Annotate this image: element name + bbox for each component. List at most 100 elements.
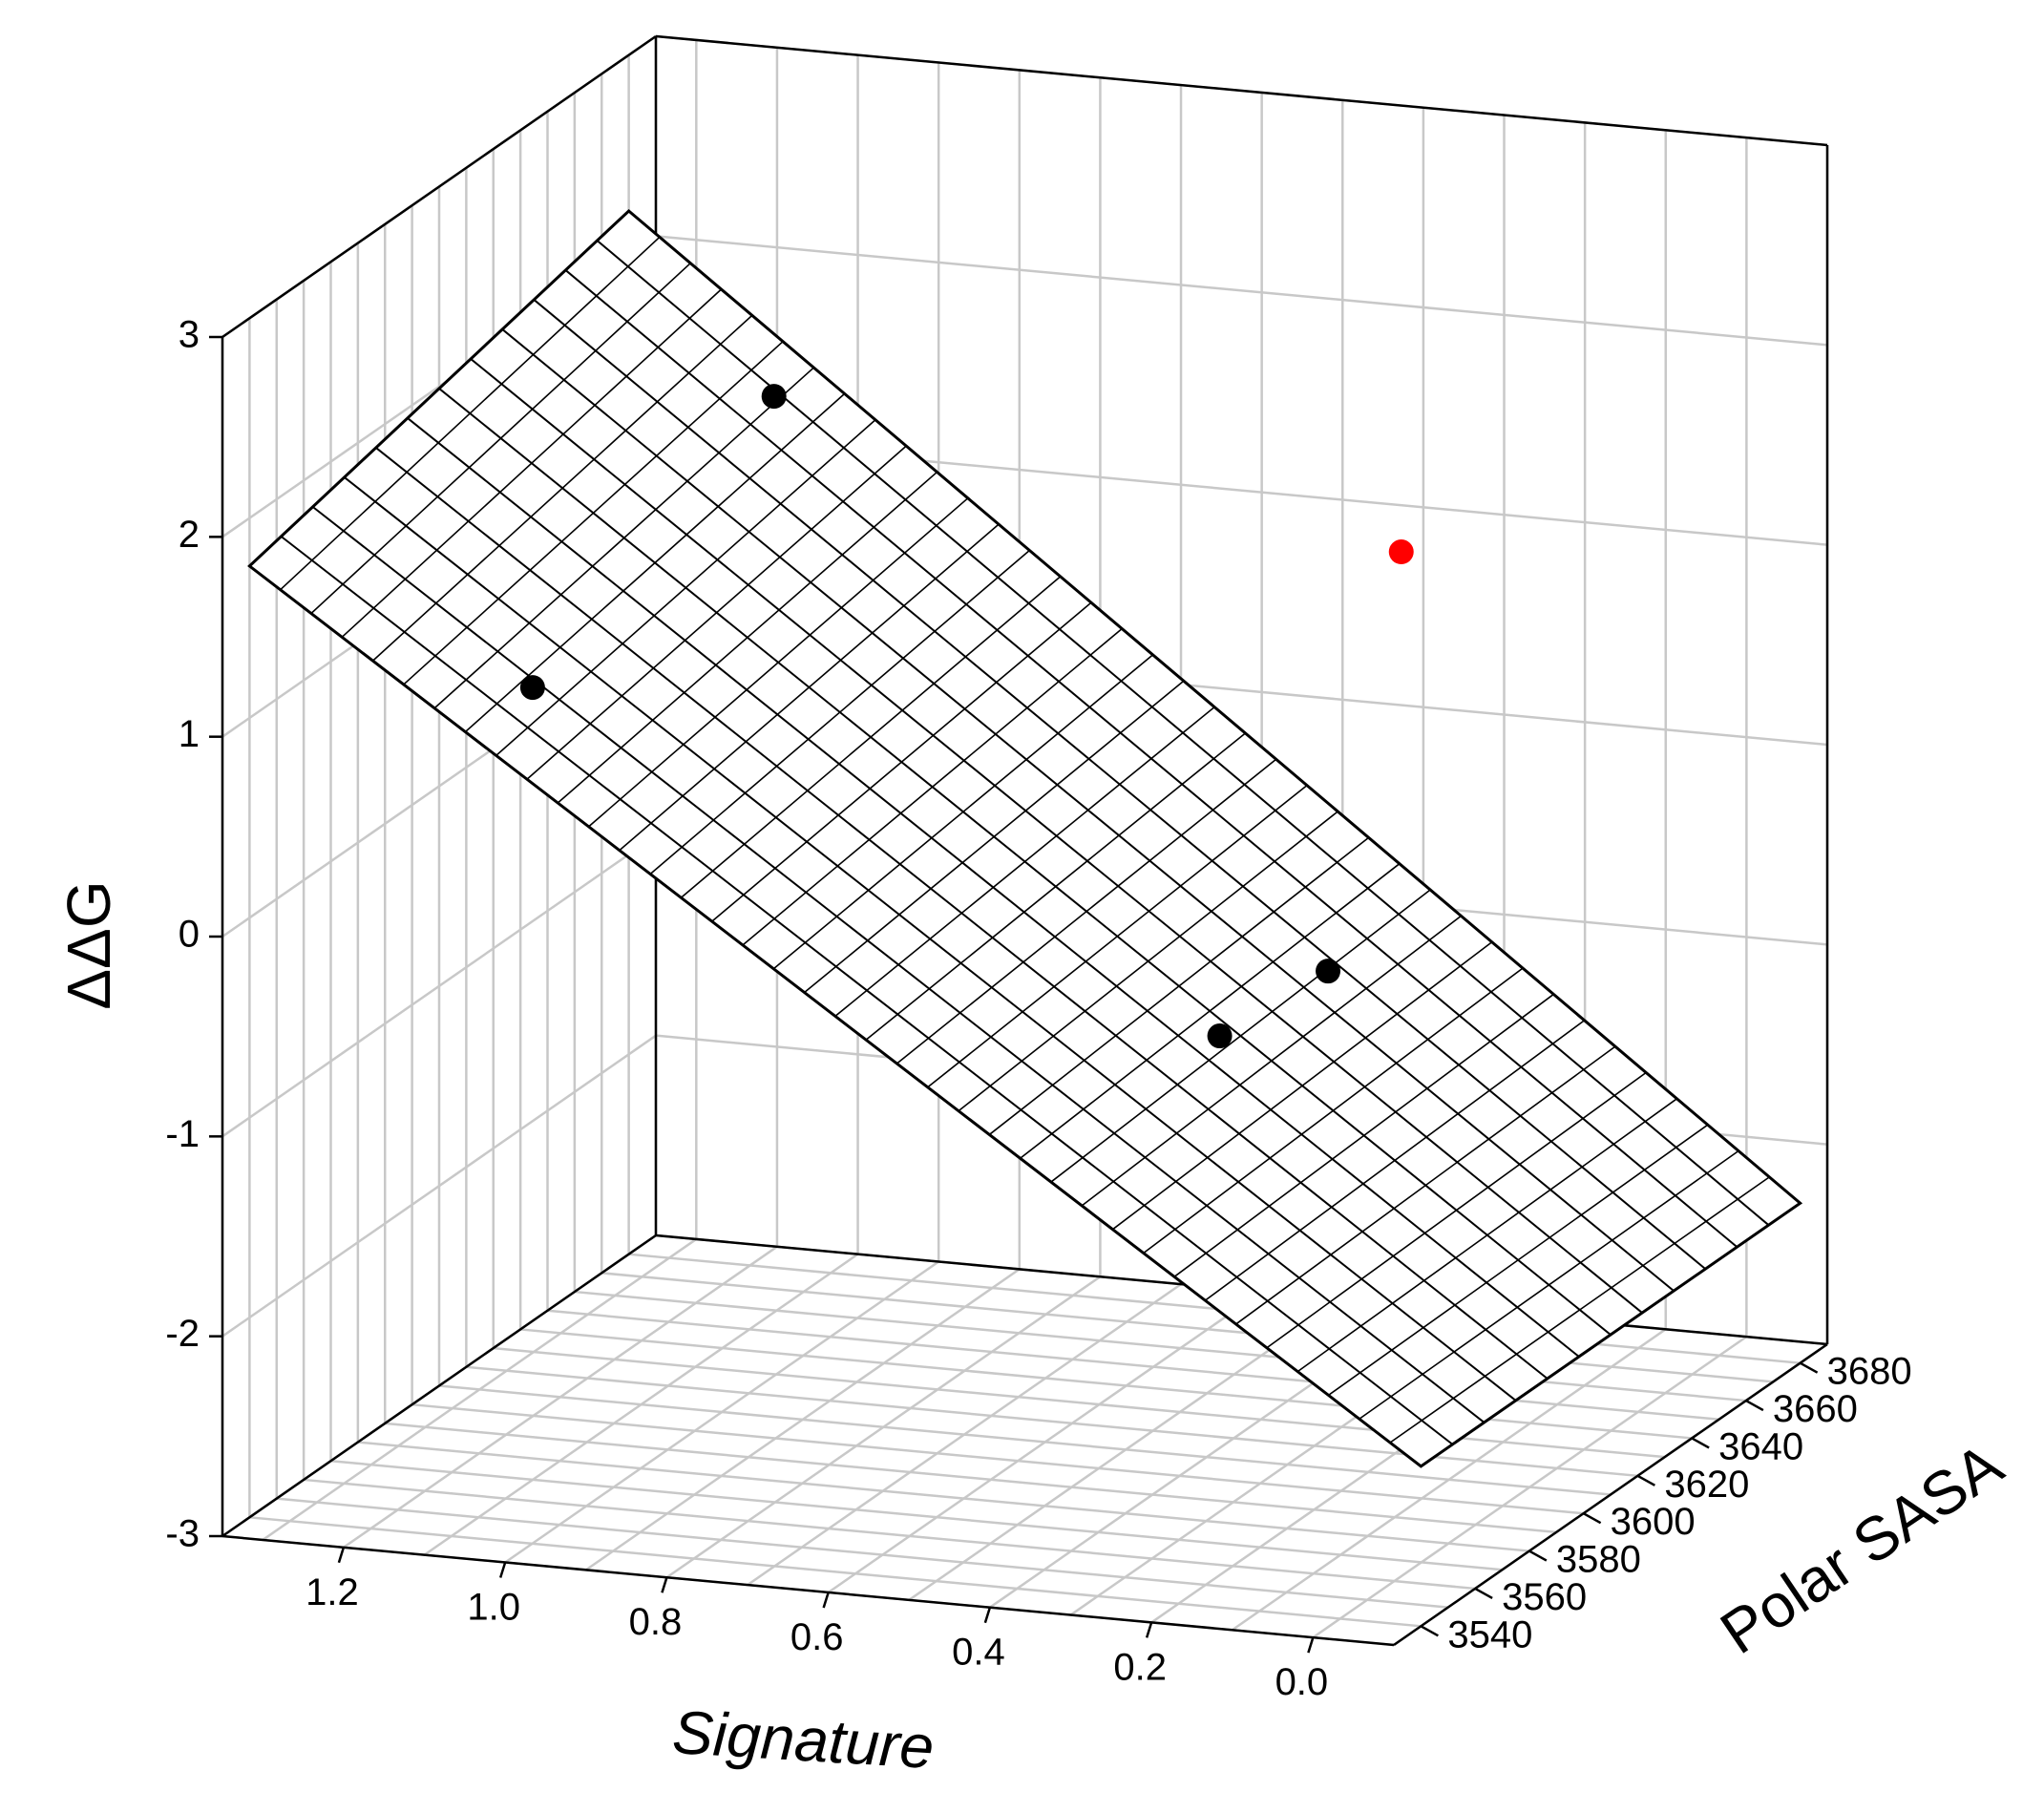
plane-mesh-line <box>865 732 1246 1041</box>
y-tick-label: 3560 <box>1502 1576 1587 1618</box>
x-tick-label: 0.2 <box>1113 1646 1167 1688</box>
plane-mesh-line <box>649 549 1030 875</box>
plane-mesh-line <box>1235 1045 1616 1325</box>
plane-mesh-line <box>988 836 1370 1136</box>
back-wall-gridline <box>655 235 1828 347</box>
y-tick <box>1420 1625 1439 1637</box>
panel-edge <box>221 1233 657 1538</box>
y-tick-label: 3640 <box>1718 1425 1803 1467</box>
plane-mesh-line <box>896 758 1277 1065</box>
plane-mesh-line <box>1143 967 1524 1254</box>
x-tick <box>1307 1636 1315 1654</box>
x-tick <box>822 1592 830 1609</box>
floor-gridline <box>304 1478 1476 1591</box>
plane-mesh-line <box>1081 915 1462 1207</box>
floor-gridline <box>493 1346 1665 1459</box>
floor-gridline <box>466 1365 1638 1478</box>
floor-gridline <box>385 1422 1557 1534</box>
y-tick <box>1745 1399 1764 1412</box>
data-point <box>1207 1023 1233 1049</box>
plane-mesh-line <box>1359 1149 1739 1420</box>
plane-mesh-line <box>1111 941 1493 1231</box>
floor-gridline <box>357 1441 1529 1552</box>
plane-mesh-line <box>742 627 1123 946</box>
floor-gridline <box>411 1402 1584 1515</box>
plane-mesh-line <box>280 236 661 591</box>
plane-mesh-line <box>804 680 1185 994</box>
floor-gridline <box>520 1328 1693 1440</box>
plane-mesh-line <box>1020 863 1401 1159</box>
plane-mesh-line <box>495 419 876 757</box>
y-tick-label: 3660 <box>1773 1388 1858 1430</box>
plane-mesh-line <box>711 601 1092 922</box>
plane-mesh-line <box>341 288 723 638</box>
z-tick-label: 0 <box>179 914 200 956</box>
plane-mesh-line <box>433 367 814 709</box>
plane-mesh-line <box>772 654 1154 970</box>
plane-mesh-line <box>958 811 1338 1112</box>
plane-mesh-line <box>310 263 691 615</box>
left-wall-gridline <box>221 1034 657 1338</box>
z-tick-label: -3 <box>165 1513 200 1555</box>
y-tick <box>1528 1549 1548 1562</box>
plane-mesh-line <box>834 706 1215 1017</box>
data-point <box>761 384 787 410</box>
y-tick-label: 3600 <box>1611 1501 1696 1543</box>
x-tick-label: 1.2 <box>306 1571 359 1613</box>
x-tick-label: 1.0 <box>467 1587 520 1629</box>
z-tick-label: -2 <box>165 1313 200 1355</box>
x-tick-label: 0.6 <box>790 1616 844 1658</box>
left-wall-gridline <box>221 834 657 1138</box>
data-point <box>1316 959 1341 984</box>
regression-plane <box>247 208 1803 1468</box>
y-tick-label: 3580 <box>1556 1539 1641 1581</box>
panel-edge <box>655 34 1828 147</box>
plane-mesh-line <box>403 341 784 685</box>
floor-gridline <box>438 1384 1612 1496</box>
plane-mesh-line <box>1173 993 1554 1277</box>
x-tick <box>983 1607 992 1624</box>
floor-gridline <box>330 1460 1503 1571</box>
plane-mesh-line <box>371 314 753 662</box>
x-tick-label: 0.8 <box>629 1601 683 1643</box>
plane-mesh-line <box>1266 1071 1647 1349</box>
y-tick <box>1474 1587 1493 1600</box>
y-tick-label: 3620 <box>1664 1464 1749 1506</box>
z-tick-label: 3 <box>179 314 200 356</box>
x-axis-title: Signature <box>670 1697 936 1781</box>
data-point-red <box>1388 539 1414 565</box>
plane-mesh-line <box>464 392 846 733</box>
x-tick <box>337 1547 346 1564</box>
floor-gridline <box>276 1497 1448 1609</box>
plane-mesh-line <box>619 523 1000 852</box>
x-tick <box>1145 1622 1153 1638</box>
panel-edge <box>221 34 657 339</box>
x-tick-label: 0.4 <box>952 1632 1005 1674</box>
plane-mesh-line <box>526 445 907 780</box>
data-points <box>519 384 1414 1049</box>
floor-gridline <box>249 1516 1422 1628</box>
plane-mesh-line <box>1050 889 1431 1183</box>
data-point <box>519 675 545 701</box>
y-tick <box>1691 1437 1710 1449</box>
plane-mesh-line <box>680 576 1062 898</box>
panel-edge <box>1393 1342 1828 1647</box>
x-tick <box>498 1562 507 1578</box>
floor-gridline <box>547 1309 1719 1421</box>
plane-mesh-line <box>557 471 938 804</box>
y-tick <box>1583 1512 1602 1525</box>
z-tick-label: 2 <box>179 514 200 556</box>
plane-mesh-line <box>1204 1020 1586 1301</box>
y-tick-label: 3680 <box>1827 1351 1912 1393</box>
y-tick <box>1636 1474 1655 1486</box>
plane-surface <box>247 208 1803 1468</box>
plane-mesh-line <box>588 497 969 828</box>
x-tick <box>661 1576 668 1593</box>
panel-edge <box>221 1534 1395 1647</box>
x-tick-label: 0.0 <box>1275 1661 1329 1703</box>
y-tick-label: 3540 <box>1447 1613 1532 1655</box>
floor-gridline <box>574 1290 1746 1402</box>
floor-gridline <box>601 1272 1774 1383</box>
